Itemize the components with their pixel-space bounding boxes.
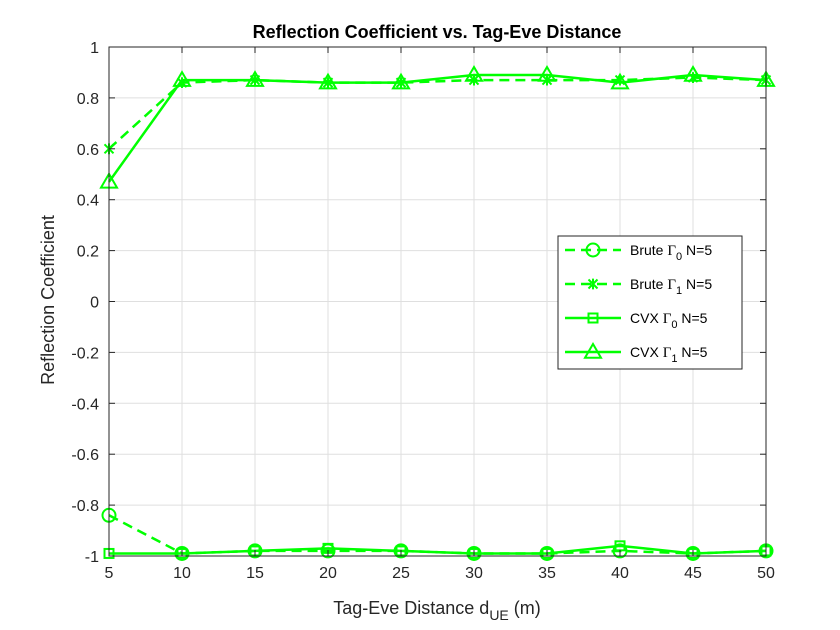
x-tick-label: 35 [538, 565, 556, 582]
legend-marker [587, 278, 599, 290]
legend-item: CVX Γ0 N=5 [565, 310, 708, 331]
x-tick-label: 5 [105, 565, 114, 582]
x-axis-label: Tag-Eve Distance dUE (m) [333, 598, 541, 623]
y-tick-label: -0.4 [71, 396, 99, 413]
y-tick-label: 1 [90, 40, 99, 57]
series-line [109, 544, 767, 555]
legend-label-suffix: N=5 [682, 242, 712, 258]
data-point [687, 547, 699, 559]
legend-label-prefix: Brute [630, 276, 667, 292]
legend-label-greek: Γ [667, 277, 676, 293]
data-point [464, 65, 484, 82]
legend-label-greek: Γ [667, 243, 676, 259]
x-tick-label: 40 [611, 565, 629, 582]
y-tick-label: -0.8 [71, 498, 99, 515]
legend-item: Brute Γ1 N=5 [565, 276, 712, 297]
data-point [612, 543, 628, 559]
legend-label: CVX Γ0 N=5 [630, 310, 708, 331]
legend-item: Brute Γ0 N=5 [565, 242, 712, 263]
data-point [541, 547, 553, 559]
data-point [468, 547, 480, 559]
y-tick-label: 0.4 [77, 193, 99, 210]
chart-title: Reflection Coefficient vs. Tag-Eve Dista… [253, 22, 622, 42]
ticks: 5 10 15 20 25 30 35 40 45 50-1-0.8-0.6-0.4-0.200.… [71, 40, 775, 582]
legend-label-prefix: CVX [630, 344, 663, 360]
y-tick-label: -1 [85, 549, 99, 566]
legend-label-suffix: N=5 [677, 344, 707, 360]
legend-label-prefix: CVX [630, 310, 663, 326]
legend-box [557, 235, 743, 370]
x-tick-label: 30 [465, 565, 483, 582]
data-point [683, 65, 703, 82]
data-point [537, 65, 557, 82]
data-point [610, 72, 630, 90]
legend-label-subscript: 1 [671, 353, 677, 365]
legend-marker [583, 342, 603, 359]
x-axis-label-subscript: UE [489, 607, 508, 623]
data-point [172, 70, 192, 87]
series-line [108, 76, 767, 150]
y-tick-label: -0.2 [71, 345, 99, 362]
y-tick-label: 0.8 [77, 91, 99, 108]
series-line [107, 73, 767, 183]
x-tick-label: 50 [757, 565, 775, 582]
legend-label-greek: Γ [663, 311, 672, 327]
y-tick-label: 0.6 [77, 142, 99, 159]
legend-marker [585, 242, 601, 258]
legend-label-prefix: Brute [630, 242, 667, 258]
x-tick-label: 25 [392, 565, 410, 582]
x-tick-label: 10 [173, 565, 191, 582]
x-axis-label-main: Tag-Eve Distance d [333, 598, 489, 618]
x-tick-label: 15 [246, 565, 264, 582]
data-point [391, 72, 411, 90]
legend-label-subscript: 0 [671, 319, 677, 331]
y-tick-label: -0.6 [71, 447, 99, 464]
x-axis-label-tail: (m) [509, 598, 541, 618]
legend-label: Brute Γ0 N=5 [630, 242, 712, 263]
legend-label-suffix: N=5 [682, 276, 712, 292]
y-axis-label: Reflection Coefficient [38, 215, 58, 385]
legend-label-subscript: 1 [676, 285, 682, 297]
y-tick-label: 0 [90, 295, 99, 312]
legend-item: CVX Γ1 N=5 [565, 342, 708, 365]
data-point [318, 72, 338, 90]
data-point [245, 70, 265, 87]
x-tick-label: 20 [319, 565, 337, 582]
legend-label-subscript: 0 [676, 251, 682, 263]
legend-label: CVX Γ1 N=5 [630, 344, 708, 365]
data-point [176, 547, 188, 559]
x-tick-label: 45 [684, 565, 702, 582]
y-tick-label: 0.2 [77, 244, 99, 261]
legend-label: Brute Γ1 N=5 [630, 276, 712, 297]
legend-marker [587, 312, 599, 324]
legend-label-greek: Γ [663, 345, 672, 361]
legend-label-suffix: N=5 [677, 310, 707, 326]
